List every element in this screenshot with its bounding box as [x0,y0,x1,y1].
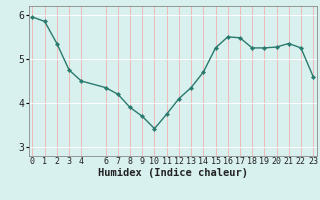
X-axis label: Humidex (Indice chaleur): Humidex (Indice chaleur) [98,168,248,178]
